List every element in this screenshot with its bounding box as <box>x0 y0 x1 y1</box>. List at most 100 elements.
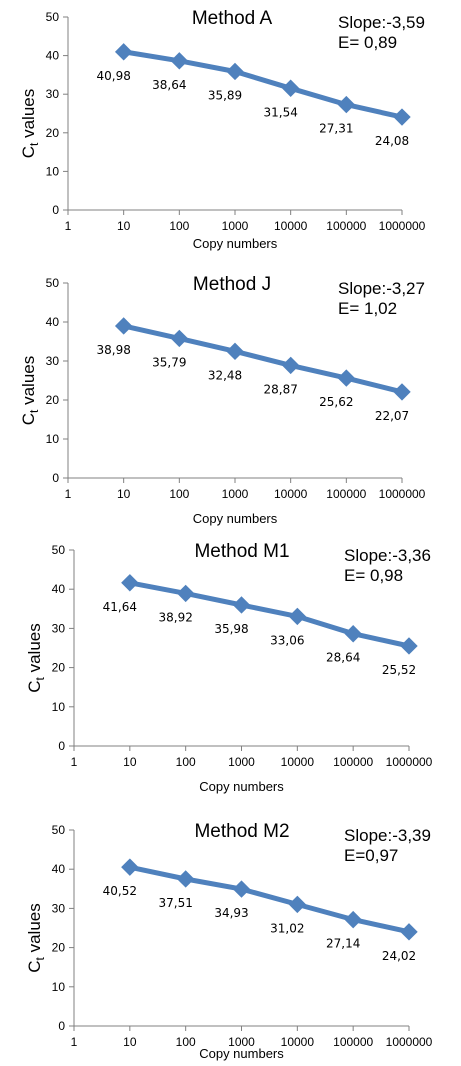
series-line <box>129 580 410 649</box>
y-tick-label: 30 <box>46 87 60 101</box>
data-point-marker <box>288 607 307 626</box>
slope-annotation: Slope:-3,27 <box>338 279 425 298</box>
series-line <box>123 323 403 395</box>
y-tick-label: 20 <box>52 941 66 955</box>
x-tick-label: 100000 <box>326 219 366 233</box>
data-label: 31,54 <box>263 105 297 119</box>
y-tick-label: 40 <box>46 315 60 329</box>
chart-panel-2: 0 10 20 30 40 50 1 10 100 1000 10000 100000 1000000 3… <box>19 274 426 526</box>
x-axis-label: Copy numbers <box>199 1046 284 1061</box>
data-label: 25,52 <box>382 663 416 677</box>
data-label: 40,98 <box>96 69 130 83</box>
x-axis-label: Copy numbers <box>193 511 278 526</box>
y-tick-label: 30 <box>52 621 66 635</box>
x-tick-label: 1 <box>65 219 72 233</box>
data-point-marker <box>337 95 356 114</box>
data-point-marker <box>232 596 251 614</box>
y-tick-label: 50 <box>52 543 66 557</box>
slope-annotation: Slope:-3,39 <box>344 826 431 845</box>
data-point-marker <box>344 910 362 929</box>
data-label: 31,02 <box>270 921 304 935</box>
data-label: 33,06 <box>270 633 304 647</box>
x-tick-label: 100000 <box>333 755 373 769</box>
chart-title: Method M2 <box>194 821 289 842</box>
y-axis-label: Ct values <box>19 356 41 426</box>
x-tick-label: 1000000 <box>379 487 426 501</box>
slope-annotation: Slope:-3,59 <box>338 13 425 32</box>
x-tick-label: 10000 <box>281 755 315 769</box>
chart-panel-1: 0 10 20 30 40 50 1 10 100 1000 10000 100000 1000000 4… <box>19 8 426 251</box>
data-point-marker <box>170 329 189 348</box>
efficiency-annotation: E= 0,89 <box>338 33 397 52</box>
x-tick-label: 1000000 <box>379 219 426 233</box>
x-tick-label: 10000 <box>274 487 308 501</box>
y-axis-label: Ct values <box>19 89 41 159</box>
y-tick-label: 0 <box>52 471 59 485</box>
data-point-marker <box>288 895 307 914</box>
data-label: 40,52 <box>103 884 137 898</box>
x-tick-label: 10 <box>117 219 131 233</box>
y-axis-label-main: C <box>25 960 44 972</box>
y-tick-label: 50 <box>46 276 60 290</box>
data-label: 32,48 <box>208 368 242 382</box>
slope-annotation: Slope:-3,36 <box>344 546 431 565</box>
x-tick-label: 1000 <box>228 1035 255 1049</box>
y-tick-label: 30 <box>46 354 60 368</box>
efficiency-annotation: E=0,97 <box>344 846 398 865</box>
data-point-marker <box>121 574 139 592</box>
y-axis-label-main: C <box>19 146 38 158</box>
y-axis-label-subscript: t <box>33 676 47 680</box>
data-label: 35,89 <box>208 88 242 102</box>
data-label: 24,08 <box>375 134 409 148</box>
efficiency-annotation: E= 0,98 <box>344 566 403 585</box>
x-tick-label: 10 <box>123 755 137 769</box>
series-line <box>129 864 410 935</box>
data-point-marker <box>393 108 411 126</box>
chart-title: Method A <box>192 8 273 29</box>
data-label: 38,64 <box>152 78 186 92</box>
x-tick-label: 10000 <box>281 1035 315 1049</box>
data-label: 28,87 <box>263 382 297 396</box>
data-label: 37,51 <box>158 896 192 910</box>
data-point-marker <box>281 79 300 97</box>
y-tick-label: 40 <box>52 862 66 876</box>
y-tick-label: 20 <box>52 661 66 675</box>
data-point-marker <box>114 43 133 61</box>
data-point-marker <box>281 356 300 375</box>
data-point-marker <box>170 52 189 70</box>
x-tick-label: 1000 <box>222 487 249 501</box>
x-tick-label: 10 <box>123 1035 137 1049</box>
y-tick-label: 50 <box>46 10 60 24</box>
x-tick-label: 1 <box>65 487 72 501</box>
y-axis-label-rest: values <box>25 903 44 957</box>
data-point-marker <box>400 637 418 655</box>
y-tick-label: 10 <box>52 980 66 994</box>
chart-panel-4: 0 10 20 30 40 50 1 10 100 1000 10000 100000 1000000 4… <box>25 821 433 1061</box>
y-tick-label: 50 <box>52 823 66 837</box>
y-tick-label: 40 <box>52 582 66 596</box>
data-point-marker <box>226 62 244 81</box>
x-tick-label: 1000 <box>228 755 255 769</box>
data-point-marker <box>121 858 139 876</box>
x-tick-label: 100000 <box>326 487 366 501</box>
data-point-marker <box>400 923 418 941</box>
data-label: 38,98 <box>96 343 130 357</box>
y-axis-label-subscript: t <box>33 956 47 960</box>
x-tick-label: 1 <box>71 755 78 769</box>
x-tick-label: 1000000 <box>386 1035 433 1049</box>
data-label: 25,62 <box>319 395 353 409</box>
chart-panel-3: 0 10 20 30 40 50 1 10 100 1000 10000 100000 1000000 4… <box>25 541 433 794</box>
x-axis-label: Copy numbers <box>193 236 278 251</box>
y-tick-label: 0 <box>52 203 59 217</box>
data-label: 28,64 <box>326 651 360 665</box>
data-label: 34,93 <box>214 906 248 920</box>
chart-title: Method J <box>193 274 271 295</box>
y-tick-label: 0 <box>58 739 65 753</box>
x-tick-label: 100000 <box>333 1035 373 1049</box>
y-axis-label-main: C <box>25 680 44 692</box>
y-axis-label-rest: values <box>19 356 38 410</box>
y-tick-label: 20 <box>46 126 60 140</box>
data-point-marker <box>114 317 133 335</box>
y-axis-label: Ct values <box>25 623 47 693</box>
y-axis-label-subscript: t <box>27 142 41 146</box>
